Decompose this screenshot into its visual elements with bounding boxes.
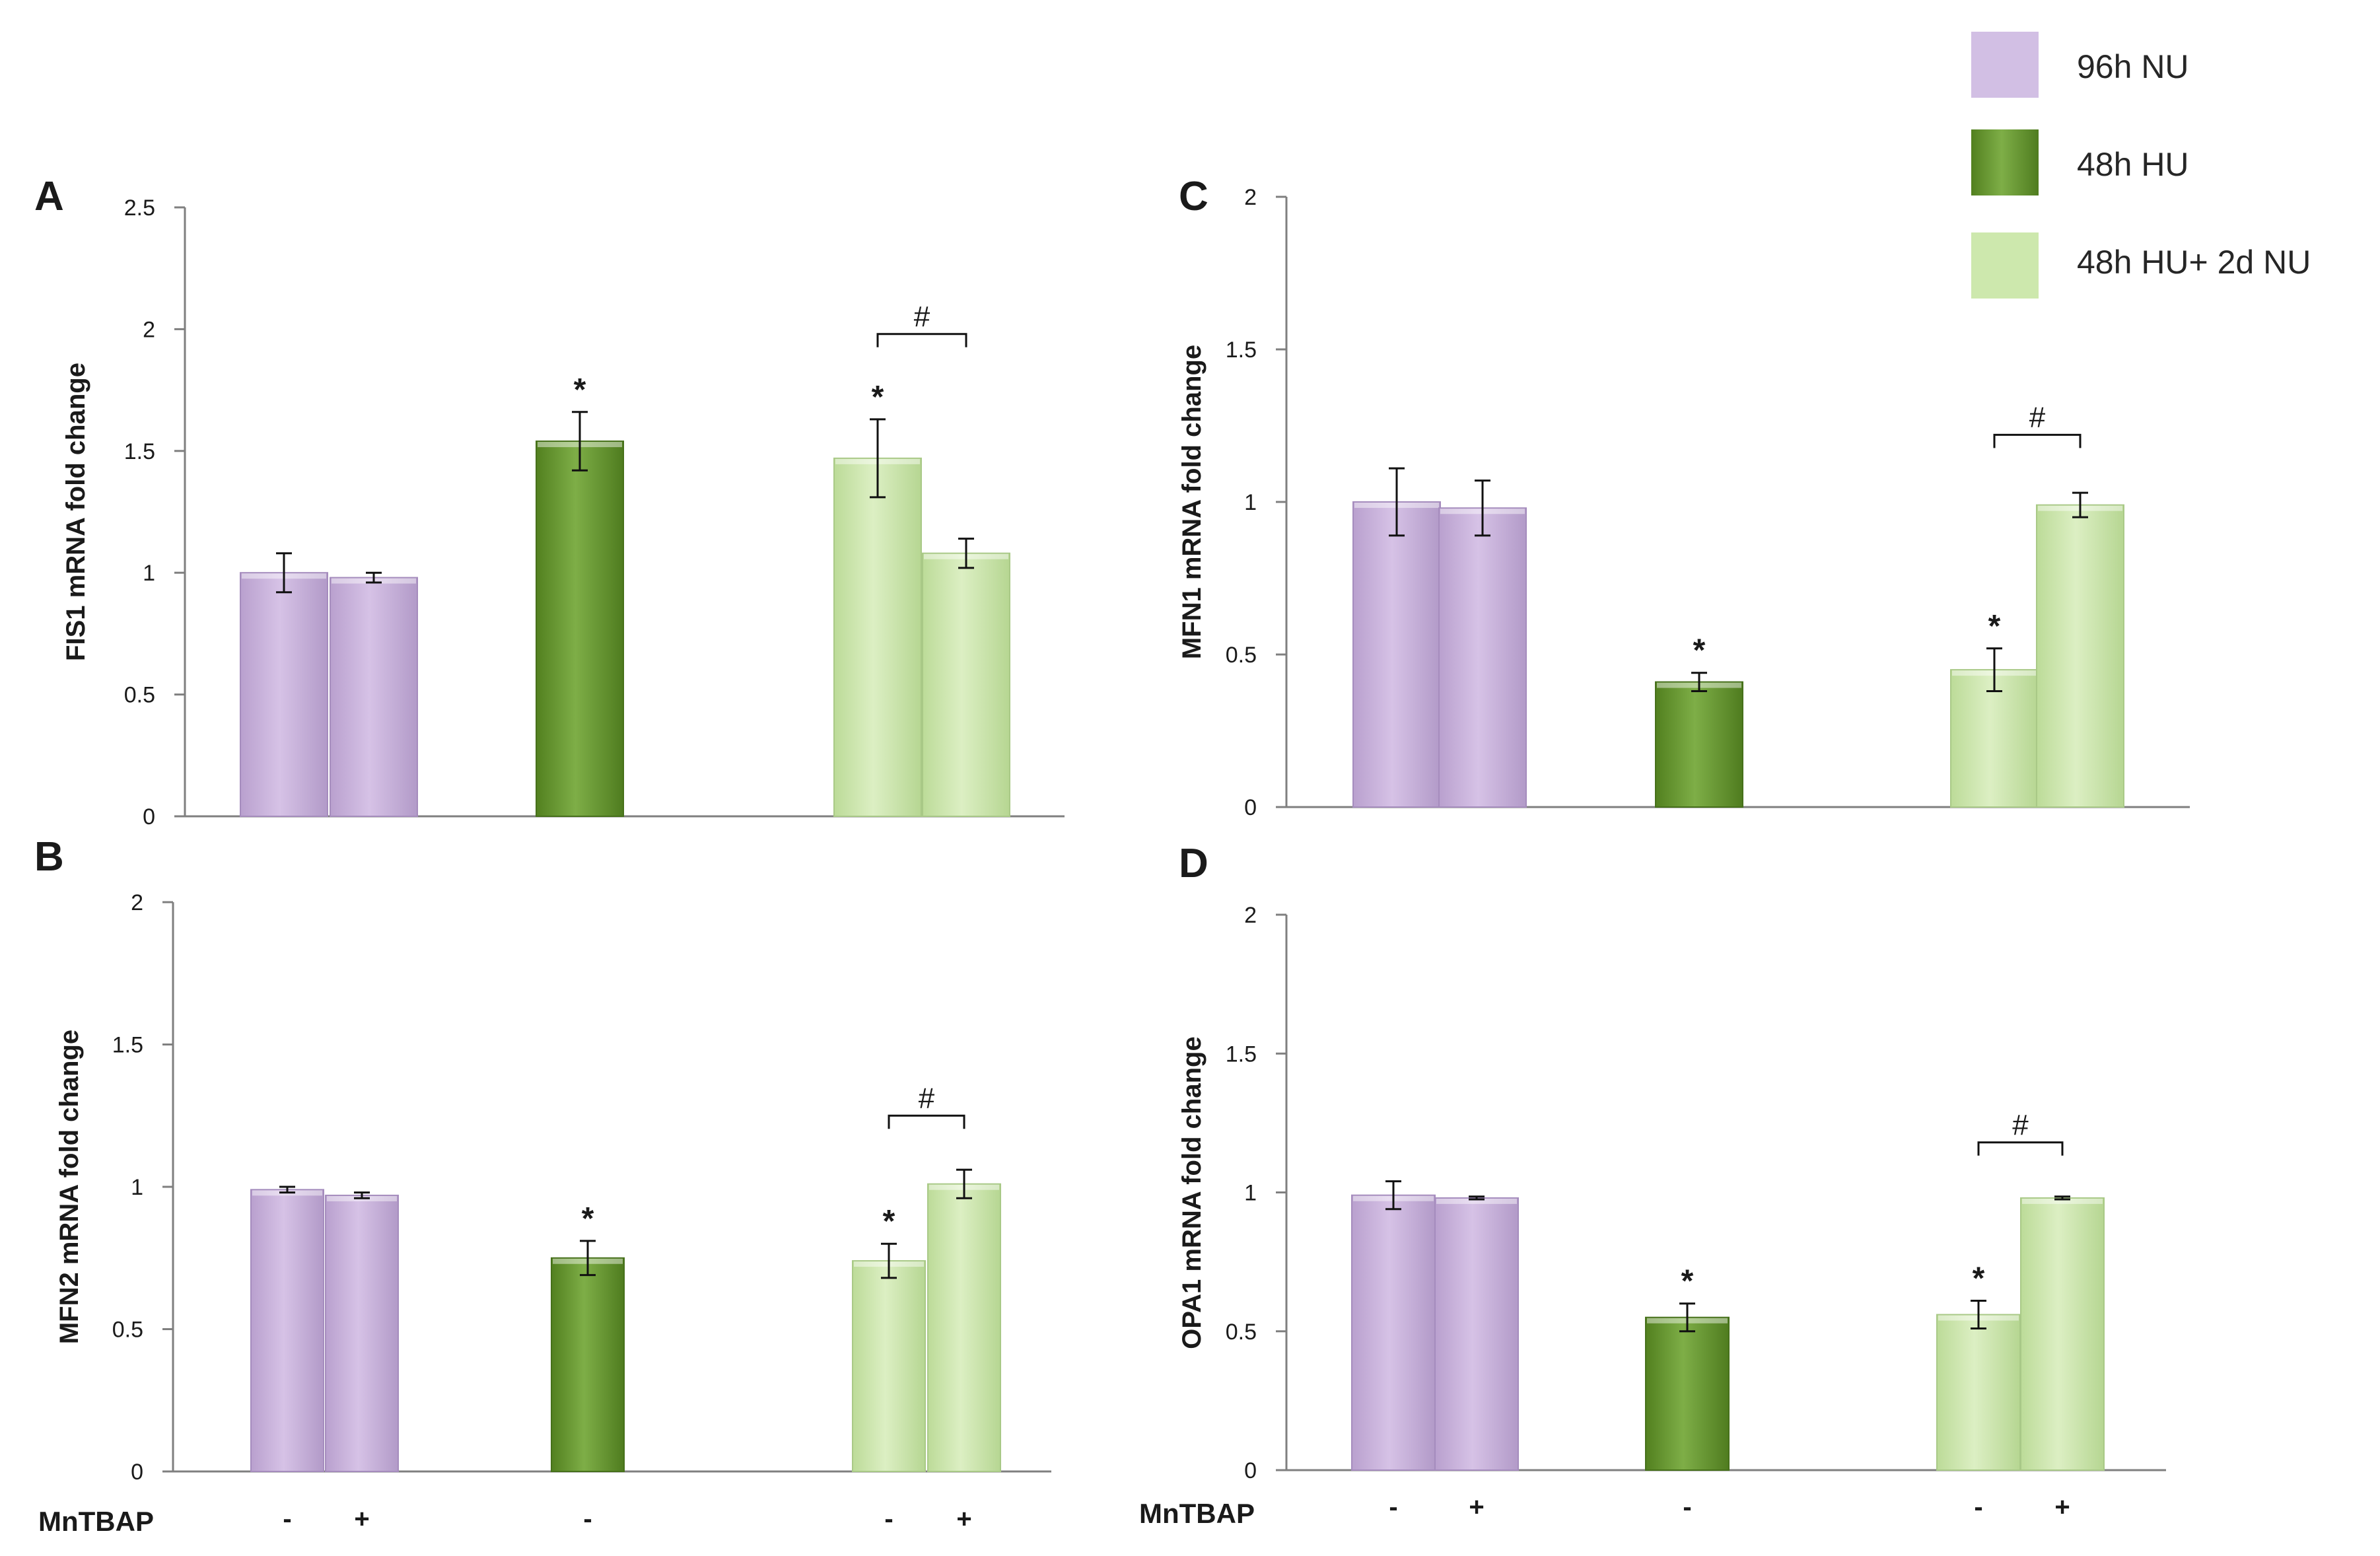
significance-star: *: [1681, 1264, 1694, 1299]
y-axis-title: OPA1 mRNA fold change: [1177, 1036, 1207, 1349]
bar: [1936, 1314, 2021, 1471]
y-tick-label: 1.5: [1226, 1042, 1257, 1067]
significance-bracket: [1993, 433, 2082, 448]
y-tick-label: 2: [1244, 185, 1257, 210]
bar: [1438, 507, 1527, 808]
panel-letter: C: [1179, 174, 1208, 219]
bar: [330, 577, 418, 817]
mntbap-marker: +: [2054, 1493, 2070, 1522]
y-tick-label: 0: [1244, 795, 1257, 820]
y-tick-label: 0.5: [112, 1318, 143, 1343]
y-tick-label: 2: [143, 317, 155, 342]
mntbap-label-left: MnTBAP: [38, 1506, 154, 1537]
y-tick-label: 2: [131, 890, 143, 915]
y-axis-title: MFN1 mRNA fold change: [1177, 345, 1207, 659]
panel-letter: B: [34, 834, 64, 880]
bar: [1645, 1316, 1730, 1471]
bar: [927, 1183, 1001, 1472]
panel-c: C MFN1 mRNA fold change 0 0.5 1 1.5 2 * * #: [1177, 174, 2190, 820]
mntbap-marker: -: [1389, 1493, 1397, 1522]
bar: [551, 1257, 625, 1472]
panel-b: B MFN2 mRNA fold change 0 0.5 1 1.5 2 - + * - * - + #: [34, 834, 1051, 1534]
significance-star: *: [1693, 633, 1706, 668]
bar-highlight: [1436, 1198, 1517, 1204]
bar: [1352, 501, 1441, 808]
bar: [536, 441, 624, 817]
significance-star: *: [883, 1204, 895, 1239]
significance-star: *: [872, 380, 884, 415]
y-tick-label: 1.5: [1226, 337, 1257, 363]
y-axis-title: FIS1 mRNA fold change: [61, 363, 90, 661]
significance-hash: #: [919, 1082, 935, 1114]
significance-hash: #: [2012, 1109, 2029, 1141]
bar: [1655, 681, 1743, 808]
mntbap-marker: -: [1974, 1493, 1982, 1522]
bar-highlight: [2022, 1198, 2103, 1204]
bar: [1351, 1194, 1436, 1471]
y-tick-label: 1: [1244, 490, 1257, 515]
bar: [240, 572, 328, 817]
significance-star: *: [582, 1201, 594, 1236]
legend-label-48h-hu: 48h HU: [2077, 146, 2189, 183]
legend-swatch-48h-hu: [1971, 129, 2039, 195]
mntbap-marker: -: [884, 1504, 893, 1534]
y-tick-label: 0.5: [124, 683, 155, 708]
panel-letter: A: [34, 174, 64, 219]
significance-bracket: [1977, 1141, 2064, 1156]
y-axis-title: MFN2 mRNA fold change: [55, 1030, 84, 1344]
mntbap-marker: -: [283, 1504, 291, 1534]
significance-hash: #: [2029, 401, 2046, 433]
y-tick-label: 1: [1244, 1181, 1257, 1206]
bar: [250, 1189, 324, 1473]
bar: [833, 457, 922, 817]
y-tick-label: 1.5: [124, 439, 155, 464]
bar: [2020, 1197, 2105, 1471]
panel-letter: D: [1179, 841, 1208, 886]
mntbap-marker: +: [354, 1504, 369, 1534]
y-tick-label: 1: [131, 1175, 143, 1200]
significance-hash: #: [914, 301, 930, 333]
y-tick-label: 1: [143, 561, 155, 586]
y-tick-label: 0: [1244, 1458, 1257, 1483]
significance-bracket: [876, 333, 967, 347]
mntbap-marker: -: [583, 1504, 592, 1534]
significance-bracket: [888, 1114, 965, 1129]
legend-swatch-96h-nu: [1971, 32, 2039, 98]
significance-star: *: [1988, 609, 2001, 644]
y-tick-label: 1.5: [112, 1033, 143, 1058]
legend-label-96h-nu: 96h NU: [2077, 48, 2189, 85]
mntbap-marker: +: [956, 1504, 971, 1534]
y-tick-label: 0.5: [1226, 1320, 1257, 1345]
bar: [325, 1194, 399, 1473]
y-tick-label: 2: [1244, 903, 1257, 928]
bar: [2036, 504, 2124, 808]
y-tick-label: 0.5: [1226, 643, 1257, 668]
mntbap-marker: +: [1469, 1493, 1484, 1522]
y-tick-label: 0: [131, 1460, 143, 1485]
y-tick-label: 0: [143, 804, 155, 830]
panel-a: A FIS1 mRNA fold change 0 0.5 1 1.5 2 2.5 * * #: [34, 174, 1065, 830]
mntbap-label-right: MnTBAP: [1139, 1498, 1255, 1529]
bar: [1434, 1197, 1519, 1471]
panel-d: D OPA1 mRNA fold change 0 0.5 1 1.5 2 - + * - * - + #: [1177, 841, 2166, 1522]
legend-label-48h-hu-2d-nu: 48h HU+ 2d NU: [2077, 244, 2311, 281]
y-tick-label: 2.5: [124, 195, 155, 221]
mntbap-marker: -: [1683, 1493, 1691, 1522]
bar: [922, 552, 1010, 817]
legend-swatch-48h-hu-2d-nu: [1971, 232, 2039, 299]
legend: 96h NU 48h HU 48h HU+ 2d NU: [1971, 32, 2311, 299]
significance-star: *: [1973, 1261, 1985, 1296]
significance-star: *: [574, 372, 586, 407]
bar: [852, 1260, 926, 1473]
